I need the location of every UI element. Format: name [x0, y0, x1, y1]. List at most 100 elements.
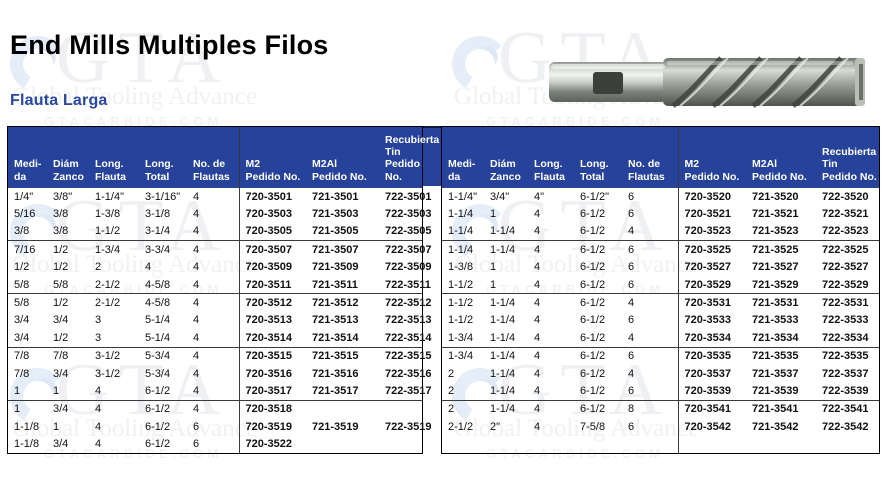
cell-long-flauta: 4	[534, 403, 541, 416]
right-table-body: 1-1/4" 3/4" 4" 6-1/2" 6 720-3520 721-3520 722-3…	[442, 188, 879, 453]
cell-empty	[442, 435, 490, 452]
cell-tin-pedido: 722-3531	[822, 297, 869, 310]
table-row: 1 1 4 6-1/2 4 720-3517 721-3517 722-3517	[8, 382, 432, 401]
cell-tin-pedido: 722-3521	[822, 208, 869, 221]
cell-no-flautas: 6	[628, 275, 678, 295]
cell-no-flautas: 4	[193, 208, 200, 221]
cell-long-flauta: 4	[534, 382, 580, 401]
cell-tin-pedido: 722-3533	[822, 314, 869, 327]
cell-long-total: 4-5/8	[145, 275, 193, 295]
cell-m2al-pedido: 721-3507	[312, 243, 359, 256]
cell-long-total: 6-1/2	[580, 329, 628, 348]
cell-long-flauta: 4	[534, 314, 541, 327]
cell-long-flauta: 4	[534, 297, 541, 310]
cell-long-total: 5-1/4	[145, 314, 171, 327]
cell-medida: 1	[14, 403, 21, 416]
table-row: 3/4 1/2 3 5-1/4 4 720-3514 721-3514 722-3514	[8, 329, 432, 348]
table-row: 1-3/8 1 4 6-1/2 6 720-3527 721-3527 722-3527	[442, 258, 879, 276]
cell-long-total: 5-1/4	[145, 329, 193, 348]
cell-m2al-pedido: 721-3533	[752, 314, 799, 327]
cell-long-total: 6-1/2	[580, 403, 606, 416]
header-line: Long.	[580, 158, 609, 171]
cell-long-total: 5-3/4	[145, 367, 171, 380]
cell-medida: 1-3/8	[448, 261, 474, 274]
table-row: 1-1/4" 3/4" 4" 6-1/2" 6 720-3520 721-3520 722-3…	[442, 188, 879, 206]
table-row: 1-1/2 1 4 6-1/2 6 720-3529 721-3529 722-3529	[442, 275, 879, 295]
cell-long-flauta: 4	[95, 438, 102, 451]
table-row: 1-1/8 1 4 6-1/2 6 720-3519 721-3519 722-3519	[8, 418, 432, 436]
cell-long-flauta: 1-1/4"	[95, 190, 124, 203]
cell-m2al-pedido: 721-3534	[752, 329, 822, 348]
cell-m2al-pedido: 721-3505	[312, 222, 385, 242]
cell-no-flautas: 4	[193, 275, 239, 295]
table-row: 1-1/2 1-1/4 4 6-1/2 6 720-3533 721-3533 722-353…	[442, 311, 879, 330]
cell-long-flauta: 4	[534, 261, 541, 274]
cell-tin-pedido: 722-3509	[385, 261, 432, 274]
cell-long-total: 6-1/2	[580, 222, 628, 242]
cell-no-flautas: 4	[193, 367, 200, 380]
col-header-medida: Medi- da	[8, 127, 53, 188]
cell-m2-pedido: 720-3505	[238, 222, 312, 242]
cell-m2al-pedido: 721-3517	[312, 382, 385, 401]
cell-long-flauta: 4	[534, 420, 541, 433]
cell-long-flauta: 2	[95, 261, 102, 274]
cell-long-total: 6-1/2	[580, 350, 606, 363]
left-table-head: Medi- da Diám Zanco Long. Flauta Long.	[8, 127, 440, 188]
cell-long-total: 3-1/4	[145, 222, 193, 242]
cell-medida: 1	[8, 382, 53, 401]
cell-long-total: 6-1/2	[580, 367, 606, 380]
cell-long-total: 6-1/2	[145, 382, 193, 401]
header-line: Flautas	[628, 170, 665, 183]
cell-medida: 3/8	[8, 222, 53, 242]
cell-m2-pedido: 720-3501	[238, 188, 312, 206]
header-line: M2	[245, 158, 261, 171]
header-line: Recubierta	[822, 145, 877, 158]
cell-m2-pedido: 720-3535	[677, 347, 752, 365]
cell-no-flautas: 8	[628, 403, 635, 416]
cell-long-flauta: 4	[534, 367, 541, 380]
table-row: 1/4" 3/8" 1-1/4" 3-1/16" 4 720-3501 721-3501 72…	[8, 188, 432, 206]
cell-m2al-pedido: 721-3501	[312, 190, 359, 203]
cell-diam-zanco: 3/8	[53, 222, 95, 242]
cell-long-flauta: 1-3/4	[95, 243, 121, 256]
cell-diam-zanco: 1	[490, 208, 497, 221]
table-row-empty	[442, 435, 879, 453]
cell-m2-pedido: 720-3517	[238, 382, 312, 401]
table-row: 3/4 3/4 3 5-1/4 4 720-3513 721-3513 722-3513	[8, 311, 432, 330]
cell-tin-pedido: 722-3539	[822, 382, 879, 401]
cell-m2-pedido: 720-3512	[238, 293, 312, 312]
table-row: 1-3/4 1-1/4 4 6-1/2 6 720-3535 721-3535 722-353…	[442, 347, 879, 365]
header-line: M2Al	[312, 158, 338, 171]
cell-no-flautas: 4	[628, 222, 678, 242]
header-line: Recubierta	[385, 133, 440, 146]
col-header-m2al: M2Al Pedido No.	[312, 127, 385, 188]
table-row: 1 3/4 4 6-1/2 4 720-3518	[8, 400, 422, 419]
cell-long-total: 7-5/8	[580, 420, 606, 433]
cell-medida: 1/2	[14, 261, 30, 274]
cell-tin-pedido: 722-3516	[385, 367, 432, 380]
cell-m2-pedido: 720-3533	[677, 311, 752, 330]
col-header-diam-zanco: Diám Zanco	[53, 127, 95, 188]
cell-m2al-pedido: 721-3503	[312, 208, 359, 221]
cell-empty	[534, 435, 580, 452]
header-line: da	[14, 170, 27, 183]
cell-long-total: 3-1/16"	[145, 190, 181, 203]
cell-m2-pedido: 720-3516	[238, 364, 312, 383]
cell-diam-zanco: 1-1/4	[490, 382, 534, 401]
cell-long-flauta: 4	[534, 329, 580, 348]
cell-tin-pedido: 722-3535	[822, 350, 869, 363]
cell-m2al-pedido: 721-3539	[752, 382, 822, 401]
cell-m2al-pedido: 721-3542	[752, 420, 799, 433]
cell-diam-zanco: 1-1/4	[490, 367, 516, 380]
cell-empty	[677, 435, 752, 453]
cell-medida: 1-1/4	[448, 243, 474, 256]
cell-diam-zanco: 1/2	[53, 297, 69, 310]
cell-diam-zanco: 1-1/4	[490, 297, 516, 310]
cell-m2-pedido: 720-3531	[677, 293, 752, 312]
table-row: 1-3/4 1-1/4 4 6-1/2 4 720-3534 721-3534 722-353…	[442, 329, 879, 348]
cell-long-flauta: 3-1/2	[95, 367, 121, 380]
cell-no-flautas: 6	[628, 382, 678, 401]
table-row: 1-1/4 1-1/4 4 6-1/2 6 720-3525 721-3525 722-352…	[442, 240, 879, 259]
cell-long-total: 6-1/2	[580, 275, 628, 295]
cell-long-flauta: 4"	[534, 190, 545, 203]
